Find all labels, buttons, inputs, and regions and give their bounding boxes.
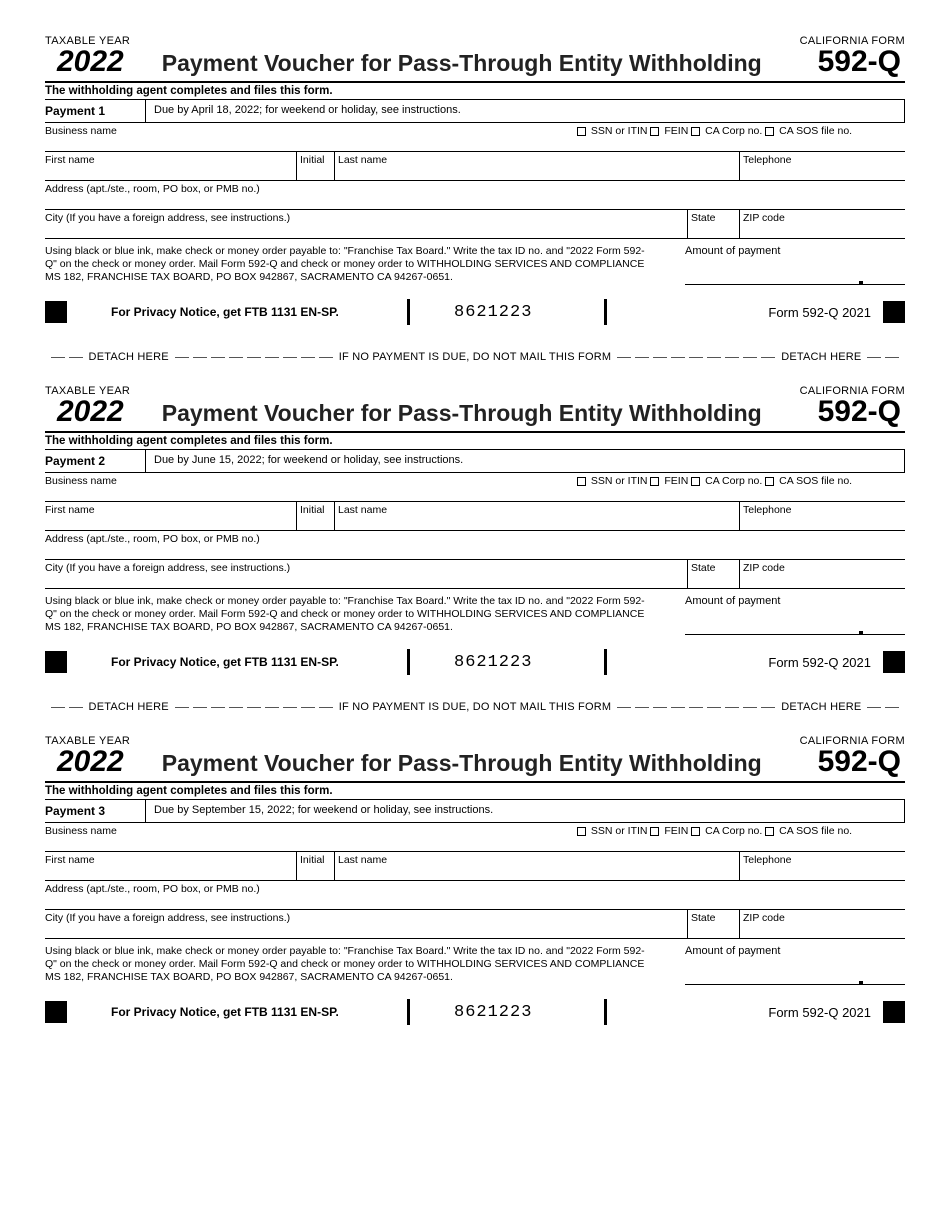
casos-checkbox[interactable] [765,127,774,136]
city-field[interactable]: City (If you have a foreign address, see… [45,560,688,588]
zip-field[interactable]: ZIP code [740,560,905,588]
form-number: 592-Q [818,395,901,429]
casos-checkbox[interactable] [765,827,774,836]
initial-field[interactable]: Initial [297,852,335,880]
payment-instructions: Using black or blue ink, make check or m… [45,245,685,284]
ssn-checkbox[interactable] [577,827,586,836]
payment-due: Due by June 15, 2022; for weekend or hol… [145,450,905,472]
id-type-checkboxes[interactable]: SSN or ITIN FEIN CA Corp no. CA SOS file… [575,123,905,151]
payment-number: Payment 2 [45,450,145,472]
footer-form-id: Form 592-Q 2021 [687,1005,883,1020]
barcode-bar-2 [604,649,607,675]
subheader: The withholding agent completes and file… [45,433,905,450]
footer-form-id: Form 592-Q 2021 [687,655,883,670]
casos-checkbox[interactable] [765,477,774,486]
fein-checkbox[interactable] [650,827,659,836]
tax-year: 2022 [57,395,124,429]
marker-right [883,1001,905,1023]
form-number: 592-Q [818,745,901,779]
footer-form-id: Form 592-Q 2021 [687,305,883,320]
barcode-bar-1 [407,999,410,1025]
first-name-field[interactable]: First name [45,152,297,180]
marker-right [883,301,905,323]
form-code: 8621223 [454,1003,604,1022]
cacorp-checkbox[interactable] [691,827,700,836]
address-field[interactable]: Address (apt./ste., room, PO box, or PMB… [45,881,905,909]
payment-instructions: Using black or blue ink, make check or m… [45,595,685,634]
amount-of-payment[interactable]: Amount of payment [685,245,905,285]
telephone-field[interactable]: Telephone [740,852,905,880]
state-field[interactable]: State [688,210,740,238]
form-code: 8621223 [454,303,604,322]
initial-field[interactable]: Initial [297,502,335,530]
id-type-checkboxes[interactable]: SSN or ITIN FEIN CA Corp no. CA SOS file… [575,823,905,851]
fein-checkbox[interactable] [650,477,659,486]
zip-field[interactable]: ZIP code [740,910,905,938]
state-field[interactable]: State [688,910,740,938]
payment-due: Due by April 18, 2022; for weekend or ho… [145,100,905,122]
subheader: The withholding agent completes and file… [45,783,905,800]
marker-left [45,1001,67,1023]
amount-of-payment[interactable]: Amount of payment [685,945,905,985]
tax-year: 2022 [57,45,124,79]
payment-number: Payment 1 [45,100,145,122]
voucher-3: TAXABLE YEAR CALIFORNIA FORM 2022 Paymen… [45,735,905,1025]
business-name-field[interactable]: Business name [45,473,575,501]
telephone-field[interactable]: Telephone [740,152,905,180]
marker-right [883,651,905,673]
business-name-field[interactable]: Business name [45,123,575,151]
form-title: Payment Voucher for Pass-Through Entity … [162,50,818,77]
last-name-field[interactable]: Last name [335,852,740,880]
address-field[interactable]: Address (apt./ste., room, PO box, or PMB… [45,181,905,209]
city-field[interactable]: City (If you have a foreign address, see… [45,910,688,938]
form-number: 592-Q [818,45,901,79]
marker-left [45,651,67,673]
last-name-field[interactable]: Last name [335,502,740,530]
zip-field[interactable]: ZIP code [740,210,905,238]
ssn-checkbox[interactable] [577,477,586,486]
payment-due: Due by September 15, 2022; for weekend o… [145,800,905,822]
privacy-notice: For Privacy Notice, get FTB 1131 EN-SP. [111,655,407,669]
business-name-field[interactable]: Business name [45,823,575,851]
telephone-field[interactable]: Telephone [740,502,905,530]
privacy-notice: For Privacy Notice, get FTB 1131 EN-SP. [111,1005,407,1019]
form-code: 8621223 [454,653,604,672]
privacy-notice: For Privacy Notice, get FTB 1131 EN-SP. [111,305,407,319]
cacorp-checkbox[interactable] [691,477,700,486]
barcode-bar-2 [604,999,607,1025]
detach-line: DETACH HERE IF NO PAYMENT IS DUE, DO NOT… [45,701,905,713]
detach-line: DETACH HERE IF NO PAYMENT IS DUE, DO NOT… [45,351,905,363]
last-name-field[interactable]: Last name [335,152,740,180]
form-title: Payment Voucher for Pass-Through Entity … [162,400,818,427]
state-field[interactable]: State [688,560,740,588]
ssn-checkbox[interactable] [577,127,586,136]
payment-instructions: Using black or blue ink, make check or m… [45,945,685,984]
amount-of-payment[interactable]: Amount of payment [685,595,905,635]
barcode-bar-1 [407,649,410,675]
id-type-checkboxes[interactable]: SSN or ITIN FEIN CA Corp no. CA SOS file… [575,473,905,501]
first-name-field[interactable]: First name [45,852,297,880]
payment-number: Payment 3 [45,800,145,822]
first-name-field[interactable]: First name [45,502,297,530]
voucher-2: TAXABLE YEAR CALIFORNIA FORM 2022 Paymen… [45,385,905,675]
city-field[interactable]: City (If you have a foreign address, see… [45,210,688,238]
cacorp-checkbox[interactable] [691,127,700,136]
address-field[interactable]: Address (apt./ste., room, PO box, or PMB… [45,531,905,559]
marker-left [45,301,67,323]
subheader: The withholding agent completes and file… [45,83,905,100]
voucher-1: TAXABLE YEAR CALIFORNIA FORM 2022 Paymen… [45,35,905,325]
barcode-bar-2 [604,299,607,325]
initial-field[interactable]: Initial [297,152,335,180]
tax-year: 2022 [57,745,124,779]
fein-checkbox[interactable] [650,127,659,136]
barcode-bar-1 [407,299,410,325]
form-title: Payment Voucher for Pass-Through Entity … [162,750,818,777]
